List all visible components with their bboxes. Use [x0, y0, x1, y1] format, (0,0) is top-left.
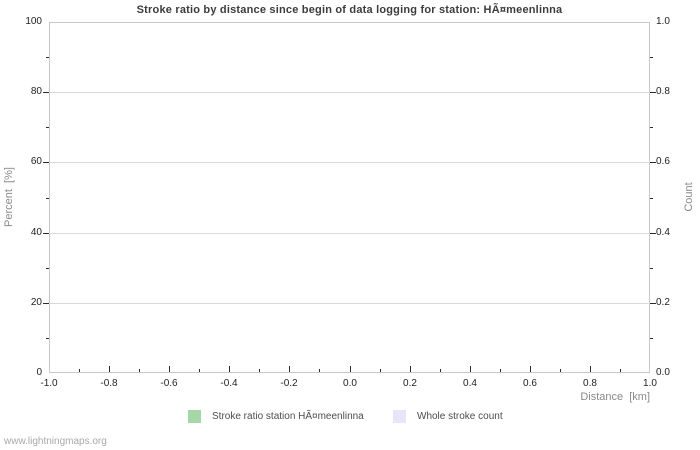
x-axis-major-tick — [169, 366, 170, 372]
x-axis-minor-tick — [560, 369, 561, 372]
x-axis-tick-label: 1.0 — [643, 378, 657, 389]
y-axis-major-tick — [43, 92, 49, 93]
x-axis-minor-tick — [199, 369, 200, 372]
x-axis-major-tick — [289, 366, 290, 372]
y-axis-label-right: Count — [683, 182, 695, 212]
y-axis-major-tick — [43, 162, 49, 163]
y-axis-tick-label: 0 — [36, 367, 42, 378]
x-axis-minor-tick — [139, 369, 140, 372]
chart-title: Stroke ratio by distance since begin of … — [136, 4, 563, 16]
x-axis-major-tick — [229, 366, 230, 372]
x-axis-minor-tick — [440, 369, 441, 372]
y2-axis-minor-tick — [650, 338, 653, 339]
y2-axis-major-tick — [650, 162, 656, 163]
x-axis-minor-tick — [620, 369, 621, 372]
x-axis-tick-label: 0.8 — [583, 378, 597, 389]
x-axis-tick-label: 0.0 — [343, 378, 357, 389]
legend-label-whole-stroke-count: Whole stroke count — [417, 411, 503, 422]
x-axis-tick-label: -0.2 — [280, 378, 298, 389]
y-axis-minor-tick — [46, 57, 49, 58]
y-axis-label-left: Percent [%] — [3, 167, 15, 227]
x-axis-tick-label: -0.8 — [100, 378, 118, 389]
x-axis-major-tick — [410, 366, 411, 372]
y2-axis-major-tick — [650, 303, 656, 304]
x-axis-major-tick — [350, 366, 351, 372]
gridline — [49, 92, 650, 93]
footer-watermark: www.lightningmaps.org — [4, 436, 107, 447]
x-axis-major-tick — [109, 366, 110, 372]
y2-axis-tick-label: 0.6 — [656, 156, 670, 167]
y-axis-major-tick — [43, 233, 49, 234]
y-axis-minor-tick — [46, 338, 49, 339]
x-axis-tick-label: 0.2 — [403, 378, 417, 389]
y2-axis-major-tick — [650, 92, 656, 93]
legend-swatch-stroke-ratio — [188, 410, 201, 423]
x-axis-tick-label: -1.0 — [40, 378, 58, 389]
y2-axis-minor-tick — [650, 57, 653, 58]
x-axis-tick-label: -0.4 — [220, 378, 238, 389]
y-axis-tick-label: 40 — [30, 227, 42, 238]
y-axis-tick-label: 100 — [25, 16, 42, 27]
gridline — [49, 162, 650, 163]
x-axis-tick-label: 0.4 — [463, 378, 477, 389]
y2-axis-tick-label: 1.0 — [656, 16, 670, 27]
y2-axis-tick-label: 0.2 — [656, 297, 670, 308]
x-axis-minor-tick — [380, 369, 381, 372]
y-axis-tick-label: 80 — [30, 86, 42, 97]
x-axis-major-tick — [470, 366, 471, 372]
legend-label-stroke-ratio: Stroke ratio station HÃ¤meenlinna — [212, 411, 364, 422]
y2-axis-tick-label: 0.8 — [656, 86, 670, 97]
plot-area — [49, 22, 650, 373]
y2-axis-tick-label: 0.4 — [656, 227, 670, 238]
x-axis-minor-tick — [79, 369, 80, 372]
y2-axis-minor-tick — [650, 268, 653, 269]
y-axis-tick-label: 20 — [30, 297, 42, 308]
legend-swatch-whole-stroke-count — [393, 410, 406, 423]
y2-axis-major-tick — [650, 233, 656, 234]
y-axis-minor-tick — [46, 127, 49, 128]
gridline — [49, 303, 650, 304]
x-axis-minor-tick — [259, 369, 260, 372]
x-axis-major-tick — [530, 366, 531, 372]
x-axis-label: Distance [km] — [580, 391, 650, 403]
y-axis-minor-tick — [46, 268, 49, 269]
x-axis-minor-tick — [500, 369, 501, 372]
legend-item-whole-stroke-count: Whole stroke count — [393, 410, 503, 423]
x-axis-minor-tick — [319, 369, 320, 372]
gridline — [49, 233, 650, 234]
legend-item-stroke-ratio: Stroke ratio station HÃ¤meenlinna — [188, 410, 364, 423]
y2-axis-minor-tick — [650, 198, 653, 199]
y2-axis-tick-label: 0.0 — [656, 367, 670, 378]
y-axis-tick-label: 60 — [30, 156, 42, 167]
y-axis-major-tick — [43, 303, 49, 304]
y2-axis-minor-tick — [650, 127, 653, 128]
x-axis-tick-label: -0.6 — [160, 378, 178, 389]
y-axis-minor-tick — [46, 198, 49, 199]
x-axis-major-tick — [590, 366, 591, 372]
x-axis-tick-label: 0.6 — [523, 378, 537, 389]
